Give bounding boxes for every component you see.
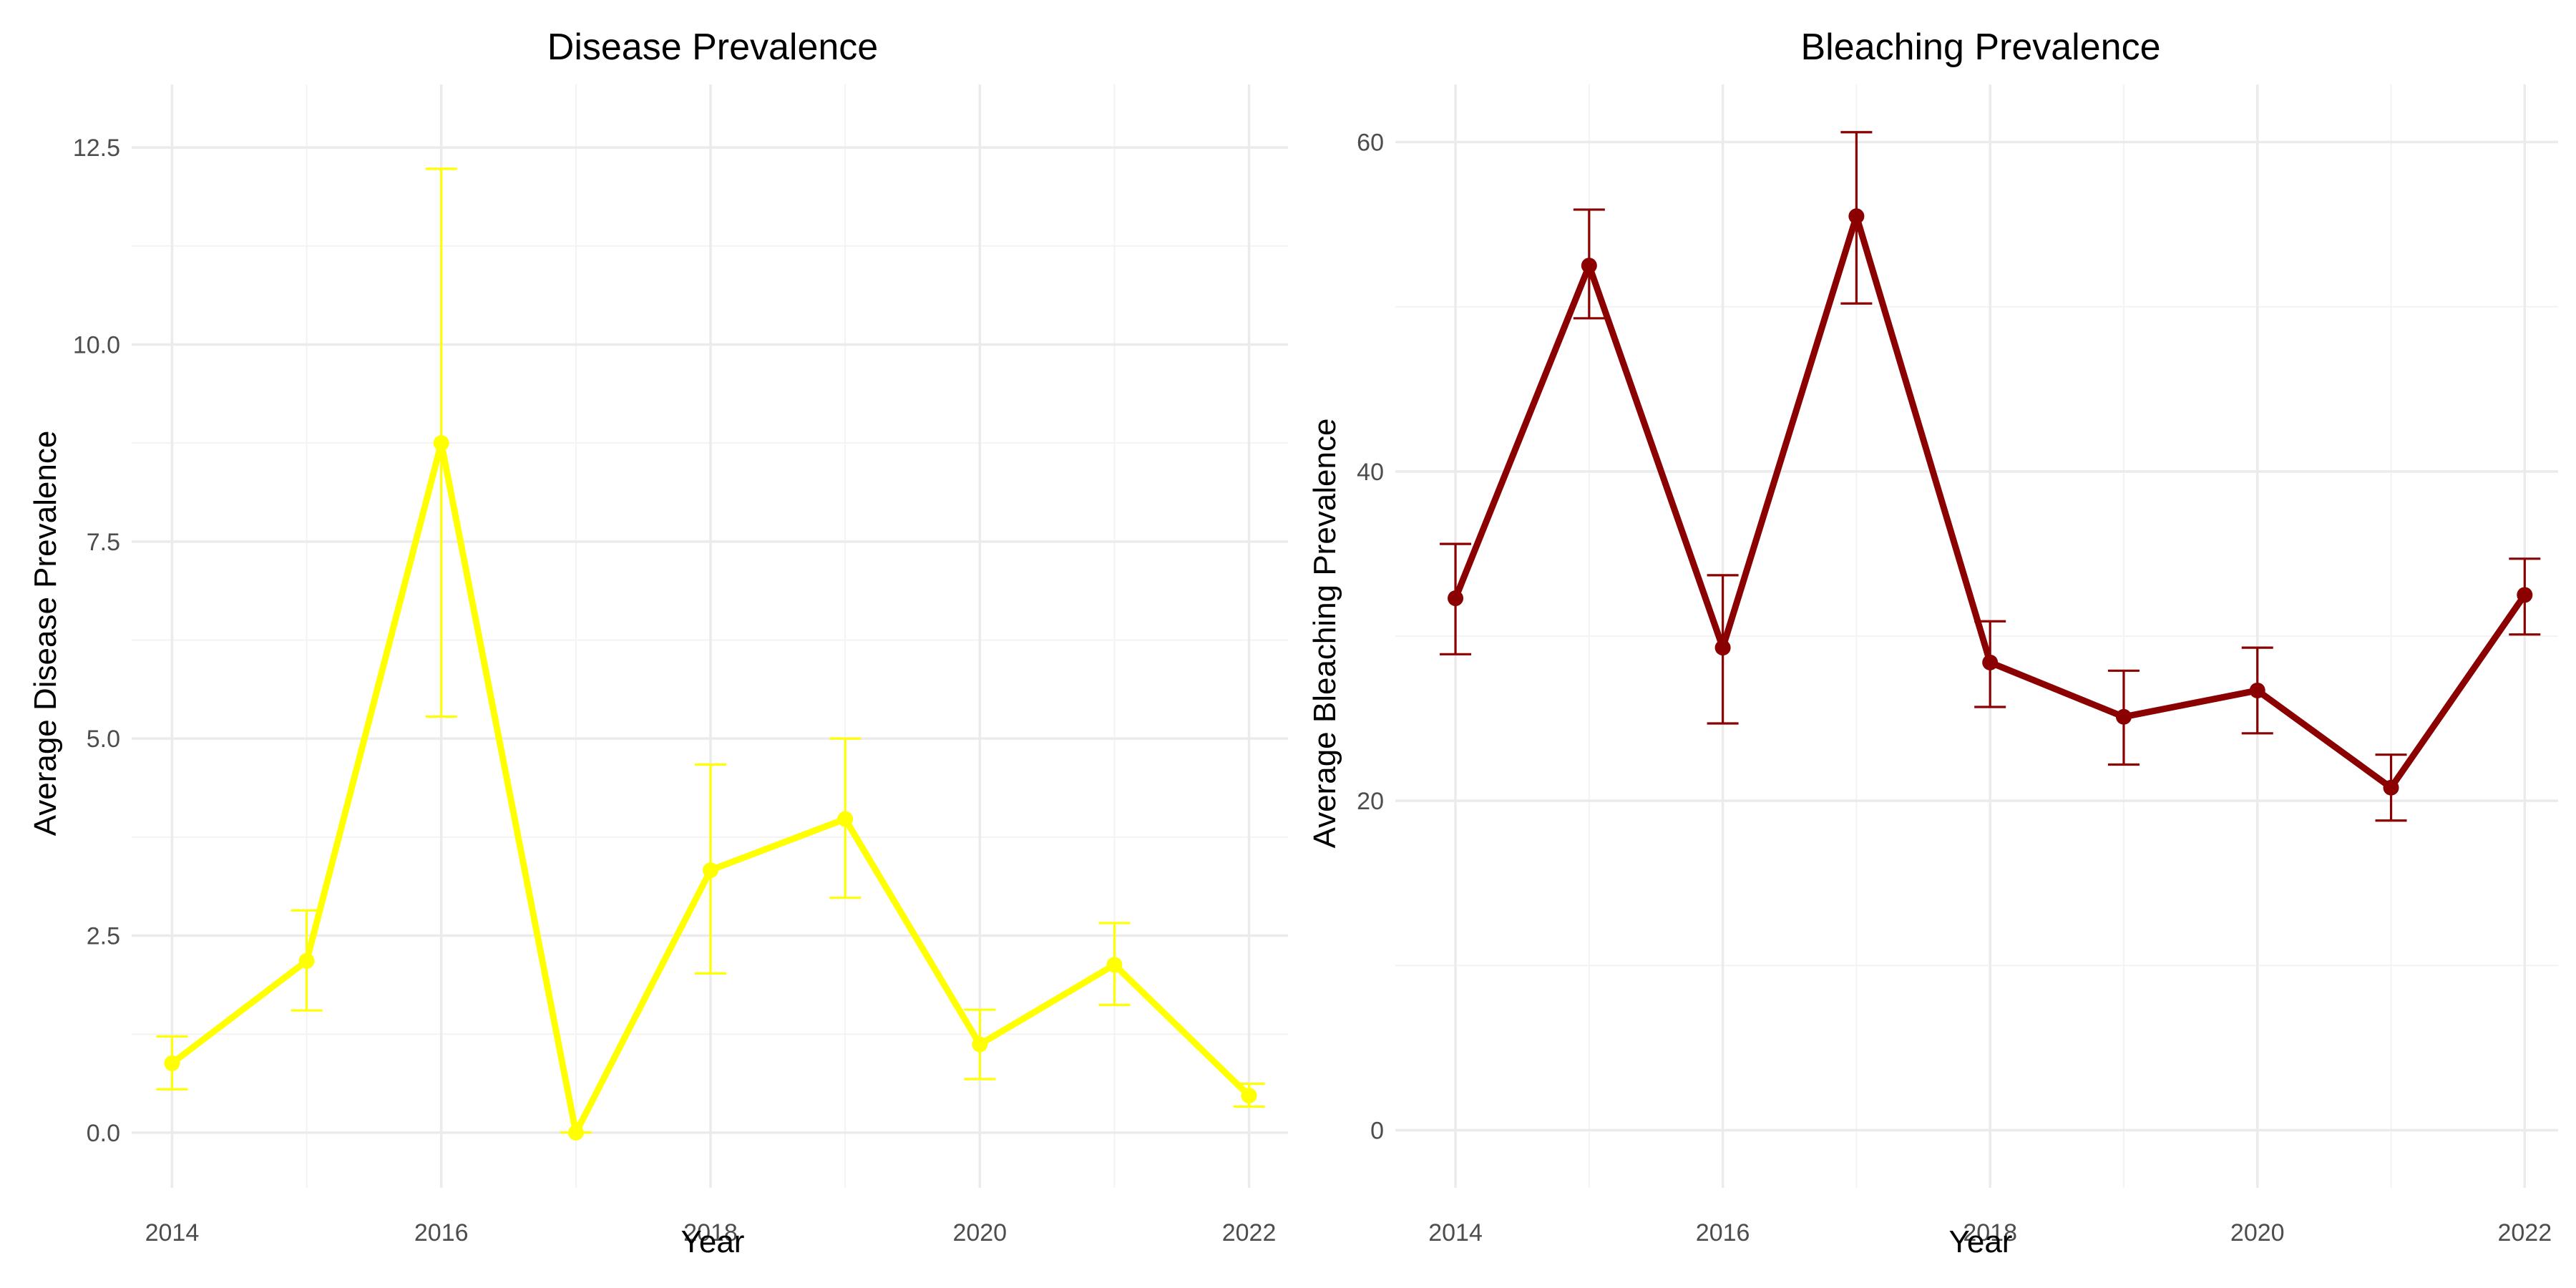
x-axis-title: Year xyxy=(1949,1224,2013,1259)
y-tick-label: 5.0 xyxy=(87,726,120,753)
data-point xyxy=(1714,640,1731,656)
y-tick-label: 10.0 xyxy=(73,331,120,358)
data-point xyxy=(164,1055,180,1071)
disease-prevalence-panel: 2014 2016 2018 2020 2022 0.0 2.5 5.0 7.5 10.0 12.5… xyxy=(28,26,1288,1259)
y-tick-label: 2.5 xyxy=(87,923,120,950)
y-tick-label: 60 xyxy=(1357,130,1384,157)
data-point xyxy=(703,862,718,879)
x-tick-label: 2020 xyxy=(2230,1219,2285,1246)
disease-prevalence-chart: 2014 2016 2018 2020 2022 0.0 2.5 5.0 7.5 10.0 12.5… xyxy=(28,26,1288,1259)
data-point xyxy=(433,435,449,452)
x-tick-label: 2016 xyxy=(414,1219,469,1246)
data-point xyxy=(2383,779,2399,796)
x-tick-label: 2016 xyxy=(1696,1219,1750,1246)
y-tick-label: 7.5 xyxy=(87,529,120,556)
y-tick-label: 40 xyxy=(1357,459,1384,486)
x-tick-label: 2022 xyxy=(2497,1219,2552,1246)
data-point xyxy=(1982,654,1999,670)
data-point xyxy=(1241,1088,1257,1104)
y-tick-label: 0 xyxy=(1370,1117,1384,1144)
data-point xyxy=(1448,590,1464,607)
y-tick-label: 20 xyxy=(1357,788,1384,815)
x-tick-label: 2018 xyxy=(683,1219,738,1246)
data-point xyxy=(837,811,854,827)
x-tick-label: 2014 xyxy=(1428,1219,1483,1246)
bleaching-prevalence-chart: 2014 2016 2018 2020 2022 0 20 40 60 Bleaching Pr… xyxy=(1307,26,2558,1259)
data-point xyxy=(1581,258,1597,274)
chart-title: Bleaching Prevalence xyxy=(1801,26,2161,68)
data-point xyxy=(567,1124,584,1141)
x-tick-label: 2018 xyxy=(1963,1219,2017,1246)
bleaching-prevalence-panel: 2014 2016 2018 2020 2022 0 20 40 60 Bleaching Pr… xyxy=(1288,0,2576,1288)
y-axis-title: Average Bleaching Prevalence xyxy=(1307,419,1342,849)
x-axis-title: Year xyxy=(681,1224,745,1259)
x-tick-label: 2022 xyxy=(1222,1219,1277,1246)
data-point xyxy=(2249,682,2265,698)
chart-title: Disease Prevalence xyxy=(547,26,878,68)
y-axis-title: Average Disease Prevalence xyxy=(28,431,63,836)
data-point xyxy=(298,952,315,969)
x-tick-label: 2020 xyxy=(952,1219,1007,1246)
y-tick-label: 12.5 xyxy=(73,135,120,162)
y-tick-label: 0.0 xyxy=(87,1120,120,1147)
data-point xyxy=(1848,208,1865,225)
data-point xyxy=(2517,587,2533,603)
x-tick-label: 2014 xyxy=(145,1219,200,1246)
data-point xyxy=(972,1036,988,1053)
data-point xyxy=(1106,957,1123,973)
data-point xyxy=(2115,708,2132,725)
